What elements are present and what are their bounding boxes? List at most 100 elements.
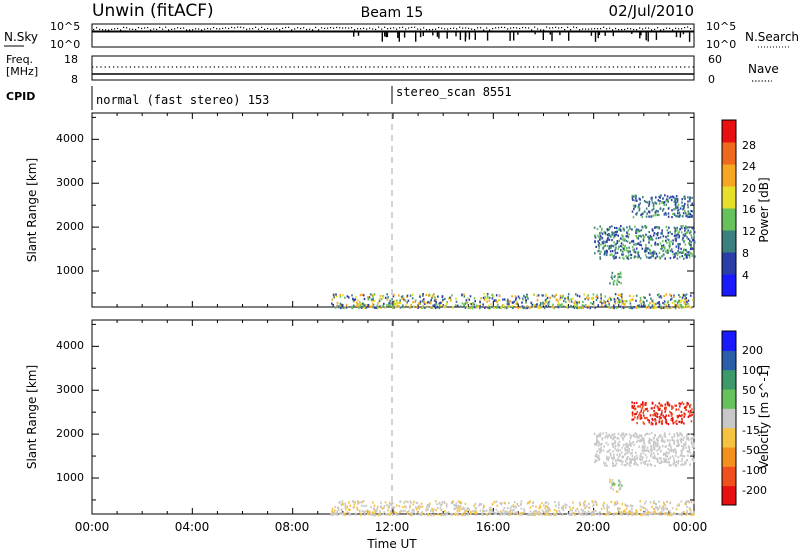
- power-data-point: [648, 256, 650, 259]
- power-data-point: [691, 227, 694, 230]
- velocity-data-point: [657, 461, 659, 464]
- velocity-data-point: [547, 513, 549, 516]
- velocity-data-point: [628, 511, 630, 515]
- power-data-point: [685, 213, 687, 216]
- power-data-point: [666, 229, 669, 232]
- power-data-point: [542, 302, 544, 306]
- power-data-point: [476, 304, 478, 307]
- velocity-data-point: [654, 414, 657, 417]
- velocity-data-point: [663, 416, 666, 419]
- power-data-point: [669, 293, 671, 296]
- velocity-data-point: [663, 434, 666, 437]
- power-data-point: [608, 238, 611, 241]
- velocity-data-point: [444, 510, 446, 513]
- velocity-data-point: [665, 406, 667, 409]
- power-data-point: [604, 304, 606, 307]
- power-data-point: [507, 298, 509, 301]
- power-data-point: [625, 239, 628, 243]
- power-data-point: [502, 298, 504, 301]
- noise-sky-point: [660, 29, 662, 31]
- velocity-data-point: [626, 458, 629, 461]
- velocity-data-point: [619, 480, 622, 484]
- power-data-point: [619, 305, 622, 308]
- velocity-data-point: [651, 423, 654, 426]
- power-data-point: [557, 301, 560, 304]
- power-data-point: [655, 202, 657, 205]
- velocity-data-point: [669, 444, 672, 447]
- velocity-data-point: [511, 505, 513, 508]
- noise-sky-point: [630, 28, 632, 30]
- power-data-point: [354, 298, 357, 301]
- velocity-data-point: [644, 402, 647, 405]
- power-data-point: [563, 300, 565, 303]
- velocity-data-point: [631, 442, 633, 445]
- noise-sky-point: [666, 27, 668, 29]
- freq-panel: Freq. [MHz] 18 8 60 0 Nave: [6, 53, 779, 86]
- power-data-point: [353, 298, 355, 302]
- velocity-data-point: [692, 443, 695, 446]
- velocity-data-point: [421, 512, 424, 515]
- velocity-data-point: [643, 446, 645, 450]
- velocity-data-point: [671, 507, 674, 510]
- power-data-point: [559, 297, 561, 300]
- freq-label-1: Freq.: [6, 53, 33, 66]
- power-data-point: [653, 232, 656, 235]
- velocity-data-point: [455, 504, 457, 507]
- velocity-data-point: [682, 446, 685, 449]
- velocity-data-point: [607, 459, 610, 462]
- power-data-point: [649, 302, 651, 305]
- power-data-point: [652, 208, 655, 211]
- velocity-data-point: [659, 505, 661, 508]
- velocity-data-point: [665, 419, 667, 422]
- power-data-point: [355, 304, 358, 307]
- velocity-data-point: [640, 403, 642, 406]
- velocity-data-point: [413, 510, 415, 513]
- velocity-data-point: [635, 510, 638, 513]
- power-data-point: [626, 247, 628, 250]
- velocity-data-point: [471, 510, 474, 513]
- velocity-data-point: [404, 509, 406, 512]
- power-data-point: [667, 251, 669, 254]
- power-data-point: [498, 299, 501, 302]
- power-data-point: [597, 240, 599, 243]
- power-data-point: [398, 294, 400, 297]
- power-data-point: [637, 304, 639, 307]
- velocity-data-point: [593, 432, 596, 435]
- noise-sky-point: [618, 29, 620, 31]
- power-data-point: [620, 282, 622, 285]
- power-data-point: [608, 234, 611, 237]
- power-data-point: [355, 296, 357, 299]
- velocity-data-point: [342, 503, 344, 506]
- power-data-point: [464, 302, 467, 305]
- velocity-data-point: [685, 500, 688, 503]
- power-data-point: [446, 301, 448, 304]
- noise-sky-point: [603, 26, 605, 28]
- velocity-data-point: [547, 506, 550, 509]
- velocity-data-point: [689, 411, 691, 414]
- velocity-data-point: [673, 462, 676, 465]
- power-data-point: [684, 226, 687, 229]
- power-data-point: [690, 234, 692, 237]
- velocity-data-point: [467, 508, 470, 511]
- power-data-point: [365, 304, 367, 307]
- velocity-data-point: [582, 509, 584, 512]
- velocity-data-point: [684, 413, 687, 416]
- power-data-point: [539, 302, 542, 305]
- power-data-point: [578, 295, 581, 298]
- velocity-data-point: [597, 440, 600, 443]
- power-data-point: [682, 236, 684, 239]
- power-data-point: [479, 307, 481, 310]
- power-data-point: [600, 243, 602, 246]
- velocity-data-point: [348, 512, 350, 515]
- power-data-point: [645, 249, 648, 252]
- velocity-data-point: [652, 507, 655, 511]
- power-data-point: [437, 295, 439, 298]
- power-data-point: [647, 252, 650, 255]
- velocity-data-point: [681, 401, 683, 404]
- power-data-point: [604, 251, 607, 254]
- velocity-data-point: [677, 441, 679, 444]
- velocity-data-point: [665, 445, 667, 448]
- power-data-point: [613, 306, 615, 310]
- power-data-point: [637, 253, 640, 256]
- power-data-point: [351, 294, 353, 297]
